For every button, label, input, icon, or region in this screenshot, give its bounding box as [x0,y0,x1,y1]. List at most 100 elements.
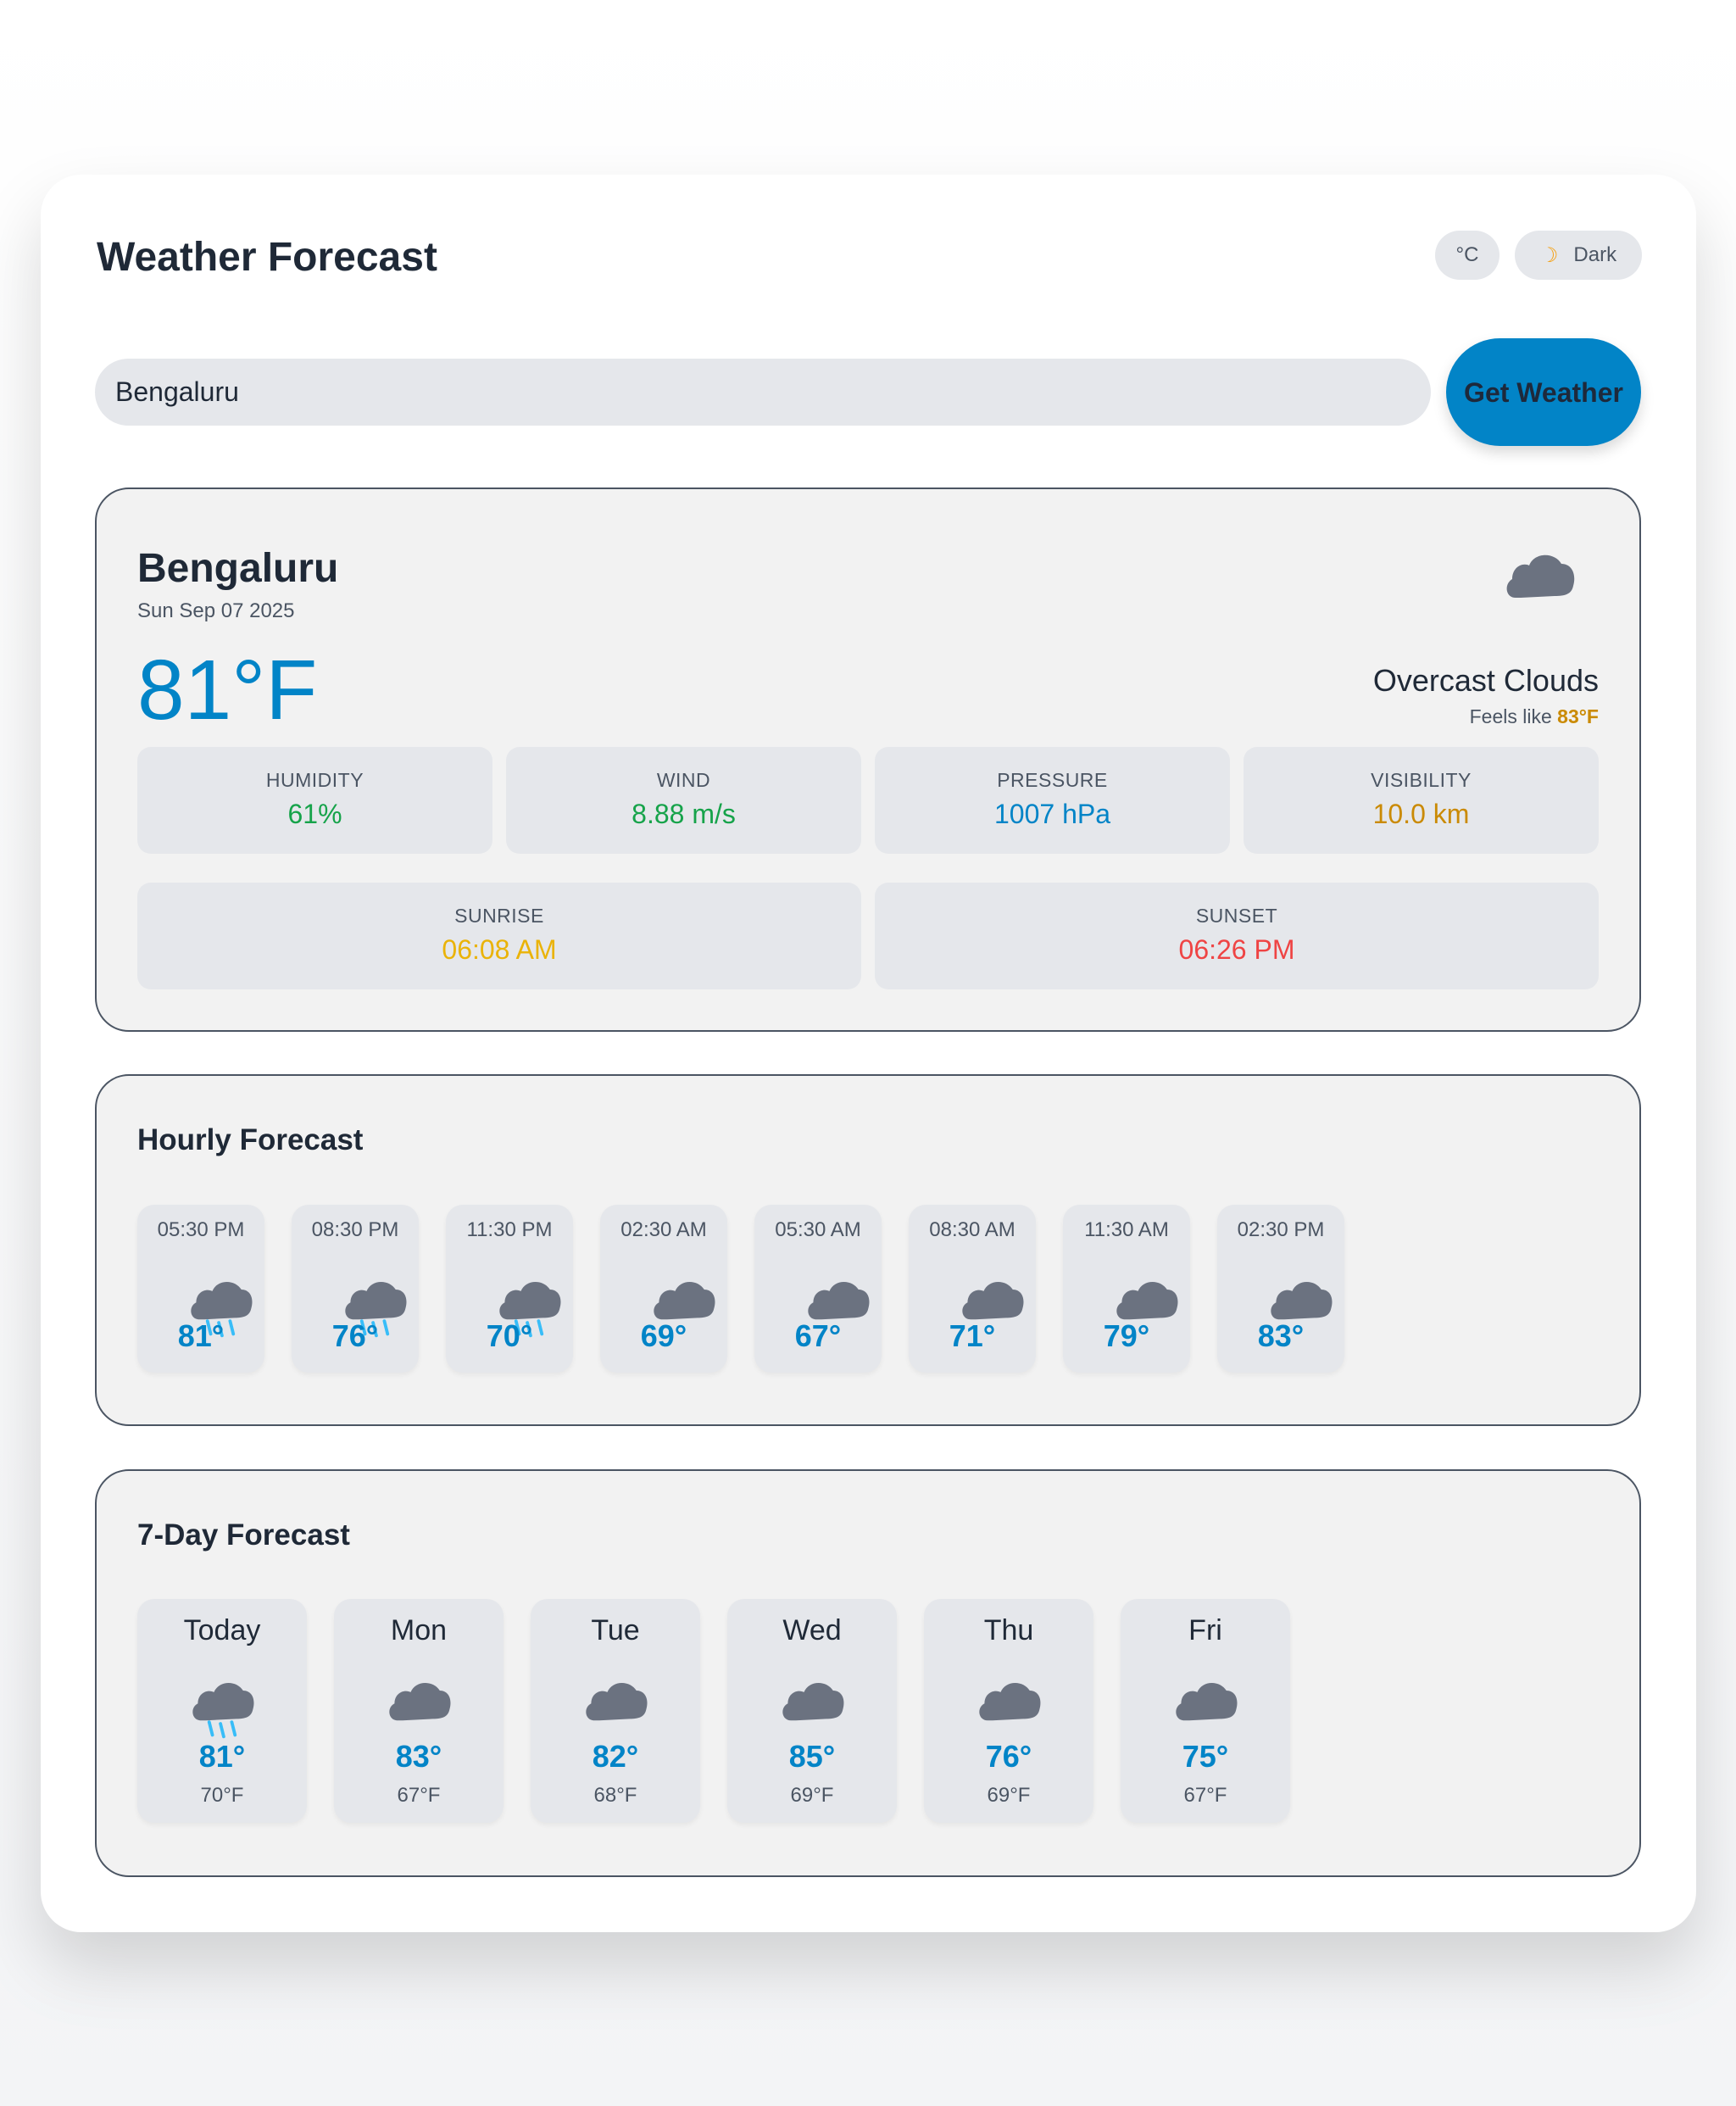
cloud-icon [782,1682,844,1721]
rain-cloud-icon [499,1281,561,1338]
hourly-item: 11:30 AM 79° [1063,1205,1190,1373]
hourly-item: 08:30 PM 76° [292,1205,419,1373]
day-low: 67°F [397,1784,441,1807]
stat-value: 61% [287,799,342,829]
day-high: 85° [788,1739,836,1774]
cloud-icon [389,1682,451,1721]
stat-label: SUNRISE [454,905,544,927]
day-high: 75° [1182,1739,1229,1774]
stat-humidity: HUMIDITY 61% [137,747,492,854]
cloud-icon [979,1682,1041,1721]
stat-sunrise: SUNRISE 06:08 AM [137,883,861,989]
current-temperature: 81°F [137,643,318,738]
hourly-forecast-panel: Hourly Forecast 05:30 PM 81° 08:30 PM 76° 11… [95,1074,1641,1426]
hour-time: 05:30 PM [157,1218,245,1241]
weather-condition: Overcast Clouds [1372,663,1599,698]
day-low: 69°F [790,1784,834,1807]
hourly-item: 02:30 PM 83° [1217,1205,1344,1373]
hour-temp: 81° [177,1318,225,1353]
theme-toggle-label: Dark [1573,243,1617,266]
cloud-icon [1271,1281,1333,1320]
hour-time: 11:30 AM [1084,1218,1169,1241]
moon-icon: ☽ [1539,243,1559,267]
unit-toggle-button[interactable]: °C [1435,231,1500,280]
feels-like: Feels like 83°F [1470,705,1599,728]
day-low: 70°F [200,1784,244,1807]
daily-item: Wed 85° 69°F [727,1599,897,1823]
hour-time: 02:30 AM [620,1218,707,1241]
day-name: Wed [782,1614,842,1646]
feels-like-value: 83°F [1557,705,1599,727]
cloud-icon [808,1281,870,1320]
day-name: Tue [591,1614,640,1646]
day-high: 82° [592,1739,639,1774]
cloud-icon [962,1281,1024,1320]
day-low: 67°F [1183,1784,1227,1807]
cloud-icon [1176,1682,1238,1721]
stat-value: 1007 hPa [993,799,1110,829]
stat-value: 06:26 PM [1178,934,1295,965]
daily-item: Fri 75° 67°F [1121,1599,1290,1823]
hour-temp: 79° [1103,1318,1150,1353]
stat-pressure: PRESSURE 1007 hPa [875,747,1230,854]
rain-cloud-icon [191,1281,253,1338]
cloud-icon [1506,554,1575,598]
cloud-icon [586,1682,648,1721]
get-weather-button[interactable]: Get Weather [1446,338,1641,446]
day-high: 76° [985,1739,1032,1774]
day-name: Mon [390,1614,448,1646]
hour-temp: 76° [331,1318,379,1353]
hour-time: 11:30 PM [466,1218,553,1241]
rain-cloud-icon [345,1281,407,1338]
current-weather-panel: Bengaluru Sun Sep 07 2025 81°F Overcast … [95,488,1641,1032]
day-low: 68°F [593,1784,637,1807]
daily-item: Mon 83° 67°F [334,1599,504,1823]
daily-forecast-title: 7-Day Forecast [137,1518,350,1552]
hourly-item: 05:30 PM 81° [137,1205,264,1373]
stat-value: 10.0 km [1372,799,1470,829]
day-name: Today [183,1614,261,1646]
hourly-item: 02:30 AM 69° [600,1205,727,1373]
hourly-forecast-title: Hourly Forecast [137,1123,364,1156]
stat-wind: WIND 8.88 m/s [506,747,861,854]
current-date: Sun Sep 07 2025 [137,599,295,622]
daily-item: Today 81° 70°F [137,1599,307,1823]
hour-time: 08:30 AM [929,1218,1015,1241]
hour-temp: 70° [486,1318,533,1353]
stat-value: 06:08 AM [442,934,557,965]
city-search-input[interactable]: Bengaluru [95,359,1431,426]
stat-label: VISIBILITY [1371,769,1472,791]
hourly-item: 11:30 PM 70° [446,1205,573,1373]
hour-temp: 67° [794,1318,842,1353]
stat-label: PRESSURE [997,769,1108,791]
hour-time: 05:30 AM [775,1218,861,1241]
app-title: Weather Forecast [97,235,437,280]
hour-temp: 69° [640,1318,687,1353]
stat-label: HUMIDITY [265,769,364,791]
day-low: 69°F [987,1784,1031,1807]
hour-time: 02:30 PM [1237,1218,1325,1241]
cloud-icon [654,1281,715,1320]
day-name: Thu [983,1614,1034,1646]
hour-temp: 83° [1257,1318,1305,1353]
day-name: Fri [1188,1614,1222,1646]
daily-forecast-panel: 7-Day Forecast Today 81° 70°F Mon 83° 67°F Tue… [95,1469,1641,1877]
daily-item: Thu 76° 69°F [924,1599,1093,1823]
stat-sunset: SUNSET 06:26 PM [875,883,1599,989]
stat-label: SUNSET [1195,905,1278,927]
cloud-icon [1116,1281,1178,1320]
stat-label: WIND [656,769,711,791]
day-high: 83° [395,1739,442,1774]
daily-item: Tue 82° 68°F [531,1599,700,1823]
hourly-item: 08:30 AM 71° [909,1205,1036,1373]
weather-app-card: Weather Forecast °C ☽ Dark Bengaluru Get… [41,175,1696,1932]
stat-visibility: VISIBILITY 10.0 km [1244,747,1599,854]
rain-cloud-icon [192,1682,254,1739]
theme-toggle-button[interactable]: ☽ Dark [1515,231,1642,280]
city-name: Bengaluru [137,546,339,591]
stat-value: 8.88 m/s [632,799,736,829]
feels-like-label: Feels like [1469,705,1552,727]
hour-temp: 71° [949,1318,996,1353]
day-high: 81° [198,1739,246,1774]
hourly-item: 05:30 AM 67° [754,1205,882,1373]
